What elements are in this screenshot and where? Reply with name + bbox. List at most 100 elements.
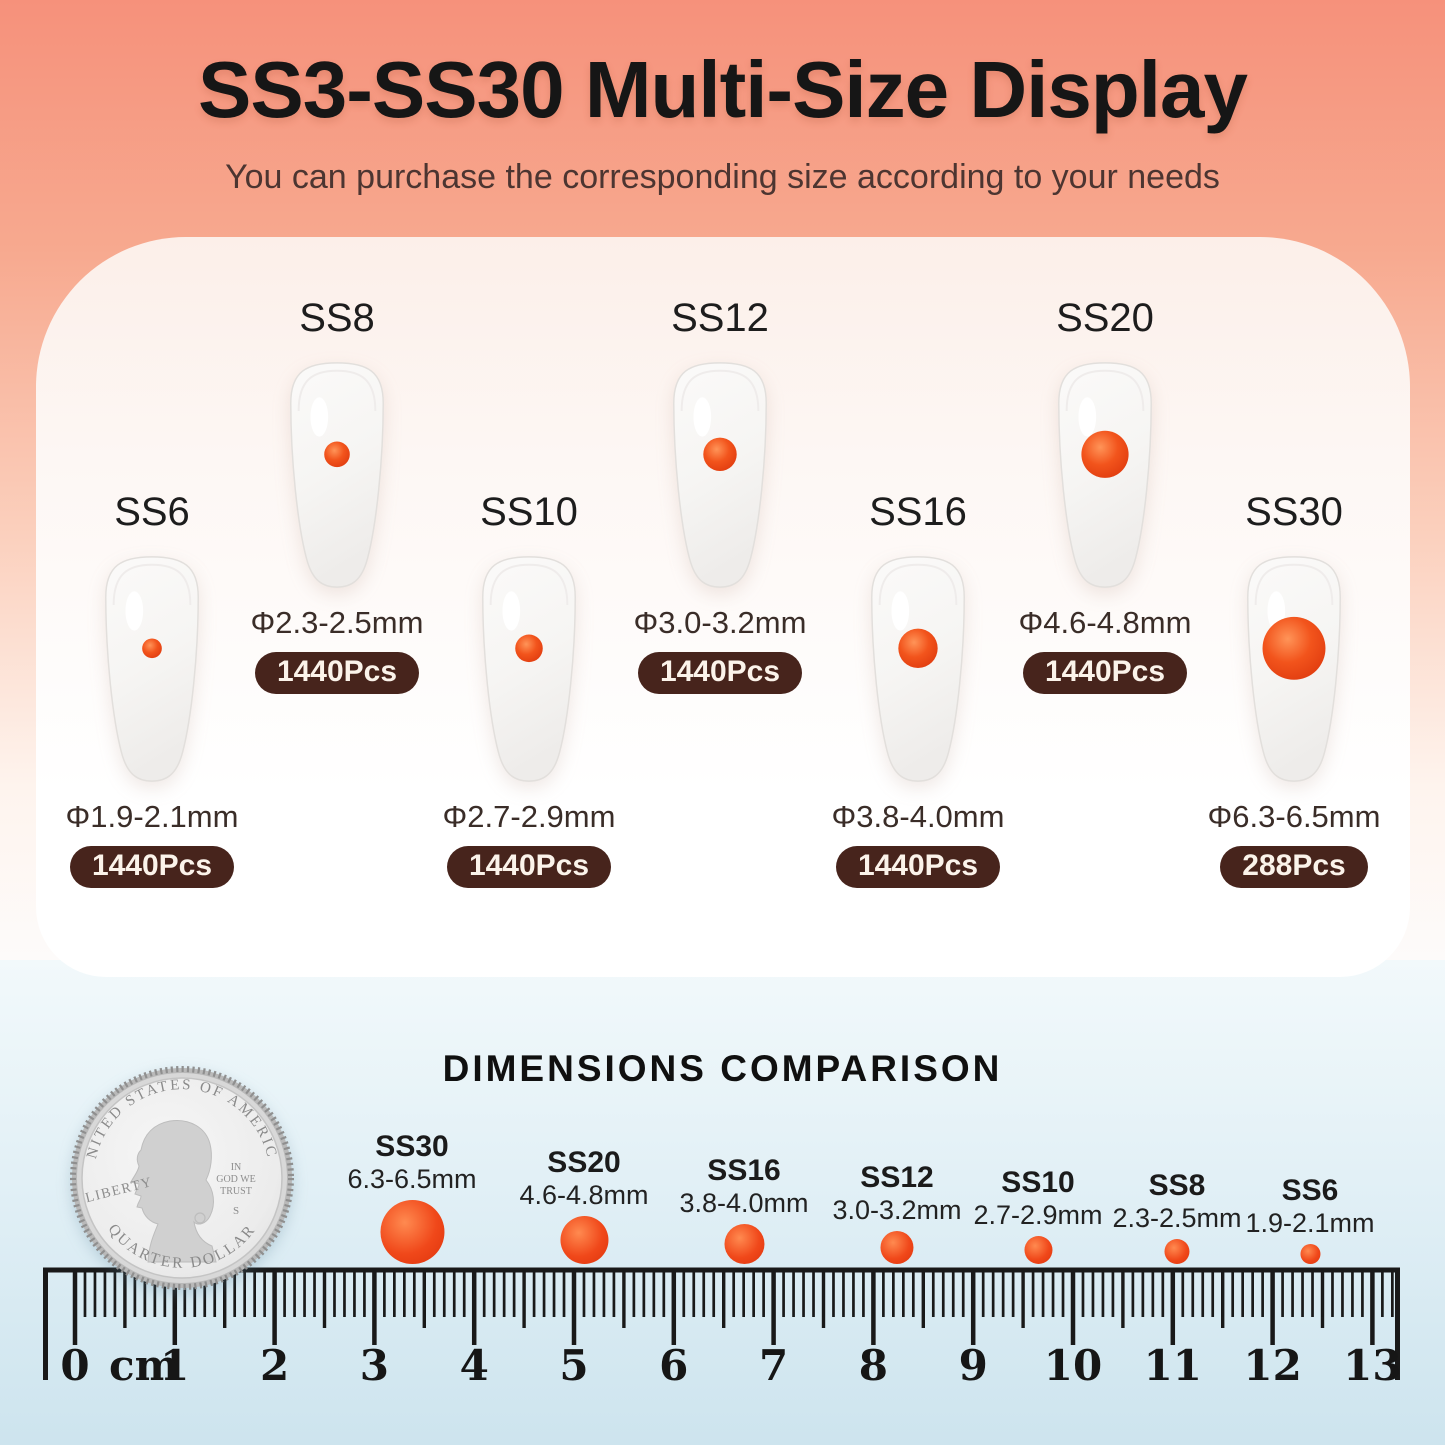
size-label: SS6 — [114, 490, 190, 534]
svg-text:GOD WE: GOD WE — [216, 1174, 256, 1185]
comparison-item-ss30: SS30 6.3-6.5mm — [347, 1130, 477, 1264]
pieces-badge: 1440Pcs — [637, 652, 803, 694]
comparison-dot — [1164, 1239, 1190, 1264]
pieces-badge: 288Pcs — [1220, 846, 1368, 888]
comparison-item-ss20: SS20 4.6-4.8mm — [519, 1146, 649, 1264]
ruler-number: 1 — [160, 1341, 189, 1390]
svg-text:IN: IN — [231, 1162, 242, 1173]
comparison-size-range: 2.3-2.5mm — [1112, 1203, 1242, 1233]
nail-tip-image — [673, 362, 767, 588]
comparison-item-ss10: SS10 2.7-2.9mm — [973, 1166, 1103, 1264]
nail-tip-image — [1058, 362, 1152, 588]
nail-highlight — [310, 397, 329, 437]
nail-tip-image — [1247, 556, 1341, 782]
rhinestone-gem — [515, 634, 543, 663]
sizes-display-panel — [36, 237, 1410, 977]
comparison-item-ss16: SS16 3.8-4.0mm — [679, 1154, 809, 1264]
diameter-label: Φ3.8-4.0mm — [831, 799, 1005, 834]
size-card-ss30: SS30 Φ6.3-6.5mm 288Pcs — [1189, 490, 1399, 888]
pieces-badge: 1440Pcs — [254, 652, 420, 694]
page-subtitle: You can purchase the corresponding size … — [225, 158, 1220, 196]
size-label: SS30 — [1245, 490, 1343, 534]
comparison-size-label: SS20 — [547, 1146, 621, 1179]
rhinestone-gem — [703, 437, 737, 472]
nail-highlight — [502, 591, 521, 631]
washington-profile — [130, 1119, 217, 1263]
diameter-label: Φ3.0-3.2mm — [633, 605, 807, 640]
rhinestone-gem — [142, 638, 162, 659]
ruler-number: 2 — [260, 1341, 289, 1390]
pieces-badge: 1440Pcs — [69, 846, 235, 888]
pieces-badge: 1440Pcs — [835, 846, 1001, 888]
ruler-number: 4 — [460, 1341, 489, 1390]
size-label: SS10 — [480, 490, 578, 534]
comparison-size-range: 6.3-6.5mm — [347, 1164, 477, 1194]
comparison-dot — [1023, 1236, 1052, 1264]
comparison-dot — [559, 1216, 608, 1264]
size-card-ss12: SS12 Φ3.0-3.2mm 1440Pcs — [615, 296, 825, 694]
rhinestone-gem — [324, 441, 350, 468]
diameter-label: Φ2.7-2.9mm — [442, 799, 616, 834]
ruler-number: 0 — [60, 1341, 89, 1390]
size-label: SS20 — [1056, 296, 1154, 340]
rhinestone-gem — [898, 628, 938, 668]
comparison-dot — [880, 1231, 914, 1264]
comparison-heading: DIMENSIONS COMPARISON — [442, 1048, 1003, 1089]
ruler-number: 5 — [559, 1341, 588, 1390]
comparison-dot — [723, 1224, 764, 1264]
size-card-ss6: SS6 Φ1.9-2.1mm 1440Pcs — [47, 490, 257, 888]
nail-highlight — [693, 397, 712, 437]
size-card-ss20: SS20 Φ4.6-4.8mm 1440Pcs — [1000, 296, 1210, 694]
comparison-size-range: 2.7-2.9mm — [973, 1200, 1103, 1230]
quarter-coin: UNITED STATES OF AMERICA QUARTER DOLLAR … — [70, 1066, 294, 1290]
pieces-badge: 1440Pcs — [446, 846, 612, 888]
size-card-ss16: SS16 Φ3.8-4.0mm 1440Pcs — [813, 490, 1023, 888]
comparison-item-ss6: SS6 1.9-2.1mm — [1245, 1174, 1375, 1264]
ruler-number: 6 — [659, 1341, 688, 1390]
rhinestone-gem — [1081, 430, 1129, 478]
nail-highlight — [891, 591, 910, 631]
size-card-ss8: SS8 Φ2.3-2.5mm 1440Pcs — [232, 296, 442, 694]
comparison-item-ss12: SS12 3.0-3.2mm — [832, 1161, 962, 1264]
rhinestone-gem — [1262, 616, 1326, 680]
comparison-size-label: SS12 — [860, 1161, 934, 1194]
nail-highlight — [125, 591, 144, 631]
comparison-size-range: 3.8-4.0mm — [679, 1188, 809, 1218]
nail-tip-image — [290, 362, 384, 588]
comparison-size-label: SS16 — [707, 1154, 781, 1187]
nail-tip-image — [482, 556, 576, 782]
page-title: SS3-SS30 Multi-Size Display — [198, 45, 1248, 134]
ruler-number: 9 — [959, 1341, 988, 1390]
comparison-size-label: SS30 — [375, 1130, 449, 1163]
coin-motto-text: IN GOD WE TRUST S — [216, 1162, 256, 1217]
ruler-number: 10 — [1044, 1341, 1102, 1390]
diameter-label: Φ4.6-4.8mm — [1018, 605, 1192, 640]
diameter-label: Φ2.3-2.5mm — [250, 605, 424, 640]
coin-mint-mark: S — [233, 1205, 239, 1217]
svg-text:TRUST: TRUST — [220, 1186, 252, 1197]
comparison-size-label: SS8 — [1148, 1169, 1206, 1202]
comparison-dot — [379, 1200, 444, 1264]
comparison-item-ss8: SS8 2.3-2.5mm — [1112, 1169, 1242, 1264]
pieces-badge: 1440Pcs — [1022, 652, 1188, 694]
size-label: SS8 — [299, 296, 375, 340]
ruler-number: 7 — [759, 1341, 788, 1390]
size-label: SS16 — [869, 490, 967, 534]
ruler-number: 8 — [859, 1341, 888, 1390]
size-card-ss10: SS10 Φ2.7-2.9mm 1440Pcs — [424, 490, 634, 888]
ruler-number: 12 — [1243, 1341, 1301, 1390]
comparison-size-label: SS10 — [1001, 1166, 1075, 1199]
ruler-unit-label: cm — [109, 1341, 179, 1390]
comparison-size-range: 1.9-2.1mm — [1245, 1208, 1375, 1238]
diameter-label: Φ6.3-6.5mm — [1207, 799, 1381, 834]
comparison-size-range: 3.0-3.2mm — [832, 1195, 962, 1225]
comparison-size-label: SS6 — [1281, 1174, 1339, 1207]
ruler-number: 13 — [1343, 1341, 1401, 1390]
comparison-dot — [1299, 1244, 1320, 1264]
diameter-label: Φ1.9-2.1mm — [65, 799, 239, 834]
ruler-number: 3 — [360, 1341, 389, 1390]
comparison-size-range: 4.6-4.8mm — [519, 1180, 649, 1210]
